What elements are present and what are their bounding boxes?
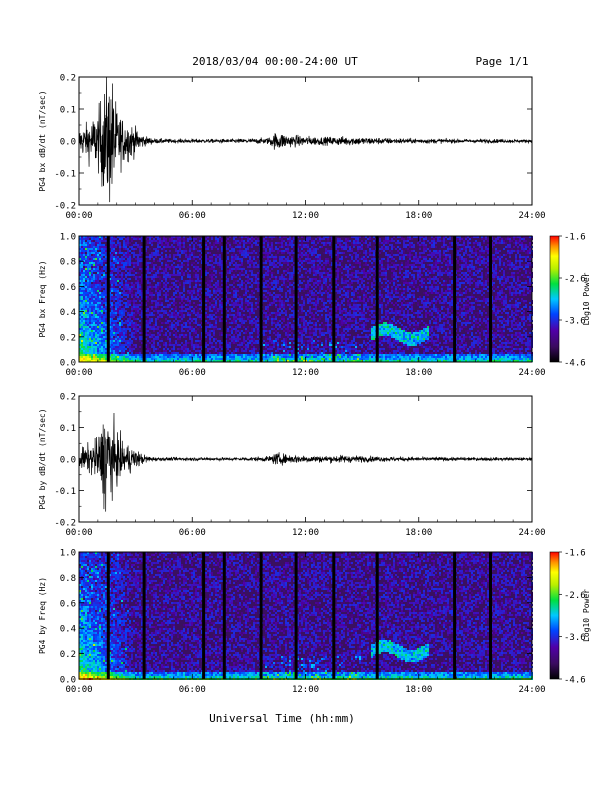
colorbar-tick-label-1: -2.6 — [564, 275, 586, 285]
data-gap-mark-3 — [222, 552, 226, 679]
data-gap-mark-4 — [259, 552, 263, 679]
y-tick-label-2: 0.0 — [60, 138, 76, 148]
data-gap-mark-1 — [142, 236, 146, 362]
x-tick-label-2: 12:00 — [292, 685, 319, 695]
y-tick-label-2: 0.6 — [60, 599, 76, 609]
data-gap-mark-6 — [332, 236, 336, 362]
x-tick-label-1: 06:00 — [179, 368, 206, 378]
data-gap-mark-2 — [202, 552, 206, 679]
data-gap-mark-0 — [106, 552, 110, 679]
by-spectrogram-panel: -1.6 -2.6 -3.6 -4.6 Log10 Power 1.0 0.8 0.6 0.4 0… — [38, 549, 591, 696]
colorbar-tick-label-3: -4.6 — [564, 676, 586, 686]
x-tick-label-4: 24:00 — [518, 368, 545, 378]
y-axis-label: PG4 by Freq (Hz) — [38, 577, 47, 654]
colorbar-label: Log10 Power — [582, 272, 591, 325]
data-gap-mark-2 — [202, 236, 206, 362]
x-tick-label-1: 06:00 — [179, 211, 206, 221]
data-gap-mark-7 — [375, 552, 379, 679]
y-tick-label-5: 0.0 — [60, 359, 76, 369]
y-tick-label-4: -0.2 — [54, 202, 76, 212]
bx-waveform-panel: 0.2 0.1 0.0 -0.1 -0.200:00 06:00 12:00 18:00 24:… — [38, 74, 546, 222]
data-gap-mark-3 — [222, 236, 226, 362]
x-tick-label-0: 00:00 — [65, 211, 92, 221]
y-tick-label-0: 1.0 — [60, 549, 76, 559]
colorbar-tick-label-3: -4.6 — [564, 359, 586, 369]
by-waveform-panel: 0.2 0.1 0.0 -0.1 -0.200:00 06:00 12:00 18:00 24:… — [38, 393, 546, 539]
x-tick-label-2: 12:00 — [292, 211, 319, 221]
colorbar-tick-label-0: -1.6 — [564, 233, 586, 243]
data-gap-mark-8 — [453, 552, 457, 679]
x-tick-label-4: 24:00 — [518, 211, 545, 221]
y-tick-label-5: 0.0 — [60, 676, 76, 686]
y-axis-label: PG4 bx dB/dt (nT/sec) — [38, 90, 47, 191]
x-tick-label-1: 06:00 — [179, 528, 206, 538]
y-tick-label-0: 0.2 — [60, 74, 76, 84]
colorbar-tick-label-2: -3.6 — [564, 317, 586, 327]
x-tick-label-0: 00:00 — [65, 528, 92, 538]
colorbar — [549, 235, 560, 363]
data-gap-mark-9 — [489, 552, 492, 679]
colorbar-tick-label-2: -3.6 — [564, 633, 586, 643]
data-gap-mark-8 — [453, 236, 457, 362]
x-tick-label-1: 06:00 — [179, 685, 206, 695]
y-tick-label-3: -0.1 — [54, 487, 76, 497]
y-tick-label-1: 0.8 — [60, 574, 76, 584]
data-gap-mark-5 — [294, 236, 298, 362]
x-tick-label-3: 18:00 — [405, 211, 432, 221]
data-gap-mark-9 — [489, 236, 492, 362]
spectrogram-cells — [79, 236, 533, 362]
x-tick-label-3: 18:00 — [405, 368, 432, 378]
waveform-trace — [78, 412, 533, 512]
y-tick-label-3: 0.4 — [60, 625, 76, 635]
x-tick-label-0: 00:00 — [65, 685, 92, 695]
y-tick-label-4: 0.2 — [60, 333, 76, 343]
x-tick-label-0: 00:00 — [65, 368, 92, 378]
data-gap-mark-0 — [106, 236, 110, 362]
colorbar-tick-label-1: -2.6 — [564, 591, 586, 601]
figure-title: 2018/03/04 00:00-24:00 UT — [192, 55, 358, 68]
y-tick-label-4: -0.2 — [54, 519, 76, 529]
y-tick-label-2: 0.0 — [60, 456, 76, 466]
y-tick-label-3: -0.1 — [54, 170, 76, 180]
x-axis-title: Universal Time (hh:mm) — [209, 712, 355, 725]
y-tick-label-0: 1.0 — [60, 233, 76, 243]
y-tick-label-1: 0.8 — [60, 258, 76, 268]
y-tick-label-1: 0.1 — [60, 424, 76, 434]
x-tick-label-4: 24:00 — [518, 685, 545, 695]
colorbar-label: Log10 Power — [582, 589, 591, 642]
data-gap-mark-4 — [259, 236, 263, 362]
x-tick-label-2: 12:00 — [292, 368, 319, 378]
colorbar — [549, 551, 560, 680]
page-indicator: Page 1/1 — [476, 55, 529, 68]
y-tick-label-1: 0.1 — [60, 106, 76, 116]
y-tick-label-2: 0.6 — [60, 283, 76, 293]
data-gap-mark-7 — [375, 236, 379, 362]
x-tick-label-4: 24:00 — [518, 528, 545, 538]
data-gap-mark-6 — [332, 552, 336, 679]
waveform-trace — [78, 76, 533, 203]
y-axis-label: PG4 by dB/dt (nT/sec) — [38, 408, 47, 509]
bx-spectrogram-panel: -1.6 -2.6 -3.6 -4.6 Log10 Power 1.0 0.8 0.6 0.4 0… — [38, 233, 591, 379]
x-tick-label-2: 12:00 — [292, 528, 319, 538]
y-tick-label-3: 0.4 — [60, 308, 76, 318]
y-axis-label: PG4 bx Freq (Hz) — [38, 260, 47, 337]
data-gap-mark-5 — [294, 552, 298, 679]
y-tick-label-0: 0.2 — [60, 393, 76, 403]
x-tick-label-3: 18:00 — [405, 528, 432, 538]
y-tick-label-4: 0.2 — [60, 650, 76, 660]
x-tick-label-3: 18:00 — [405, 685, 432, 695]
colorbar-tick-label-0: -1.6 — [564, 549, 586, 559]
data-gap-mark-1 — [142, 552, 146, 679]
